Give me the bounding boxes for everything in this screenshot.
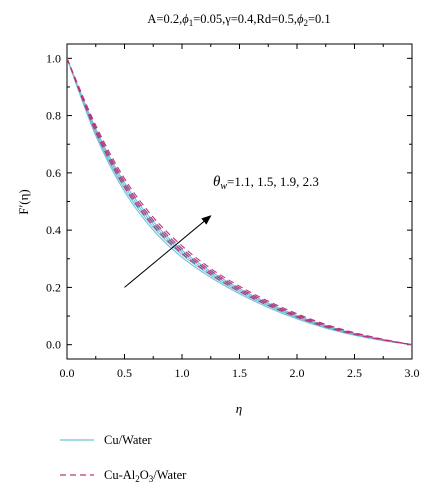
x-axis-label: η: [236, 401, 242, 416]
x-tick-label: 2.5: [347, 366, 362, 380]
title-part-c: =0.1: [308, 12, 331, 26]
title-part-b: =0.05,γ=0.4,Rd=0.5,: [193, 12, 297, 26]
y-tick-label: 0.0: [46, 338, 61, 352]
legend-label-cu-water: Cu/Water: [104, 433, 152, 447]
cu-water-curve-theta-2-3: [67, 58, 412, 346]
legend-part-o: O: [140, 468, 149, 482]
y-tick-label: 0.2: [46, 280, 61, 294]
legend: Cu/Water Cu-Al2O3/Water: [60, 433, 187, 484]
y-tick-label: 0.4: [46, 223, 61, 237]
y-tick-label: 0.8: [46, 109, 61, 123]
cu-al2o3-water-curve-theta-2-3: [67, 58, 412, 346]
plot-frame: [66, 43, 413, 360]
legend-part-cu-al: Cu-Al: [104, 468, 136, 482]
title-phi1-sub: 1: [189, 18, 194, 28]
legend-sub-2: 2: [135, 474, 140, 484]
x-tick-label: 0.5: [117, 366, 132, 380]
x-tick-label: 3.0: [405, 366, 420, 380]
annotation-arrow: [124, 215, 212, 288]
chart-title: A=0.2,ϕ1=0.05,γ=0.4,Rd=0.5,ϕ2=0.1: [147, 12, 330, 28]
legend-label-cu-al2o3-water: Cu-Al2O3/Water: [104, 468, 187, 484]
annotation-theta-sub: w: [220, 181, 227, 192]
tick-labels: 0.0 0.5 1.0 1.5 2.0 2.5 3.0 0.0 0.2 0.4 0.6 0.8 1.0: [46, 51, 420, 380]
cu-water-curve-theta-1-5: [67, 58, 412, 346]
curves: [67, 58, 412, 346]
x-tick-label: 1.0: [175, 366, 190, 380]
x-tick-label: 0.0: [60, 366, 75, 380]
y-tick-label: 0.6: [46, 166, 61, 180]
cu-water-curve-theta-1-9: [67, 58, 412, 346]
title-phi2-symbol: ϕ: [297, 12, 304, 26]
cu-water-curve-theta-1-1: [67, 58, 412, 346]
annotation-values: =1.1, 1.5, 1.9, 2.3: [227, 174, 319, 189]
legend-sub-3: 3: [149, 474, 154, 484]
cu-al2o3-water-curve-theta-1-9: [67, 58, 412, 346]
cu-al2o3-water-curve-theta-1-1: [67, 58, 412, 346]
y-axis-label: F′(η): [16, 189, 31, 215]
axis-ticks: [66, 44, 413, 359]
title-phi2-sub: 2: [303, 18, 308, 28]
x-tick-label: 1.5: [232, 366, 247, 380]
legend-part-water: /Water: [153, 468, 187, 482]
title-phi1-symbol: ϕ: [182, 12, 189, 26]
title-part-a: A=0.2,: [147, 12, 182, 26]
x-tick-label: 2.0: [290, 366, 305, 380]
annotation-theta: θ: [213, 174, 221, 190]
cu-al2o3-water-curve-theta-1-5: [67, 58, 412, 346]
annotation-text: θw=1.1, 1.5, 1.9, 2.3: [213, 174, 319, 192]
y-tick-label: 1.0: [46, 51, 61, 65]
